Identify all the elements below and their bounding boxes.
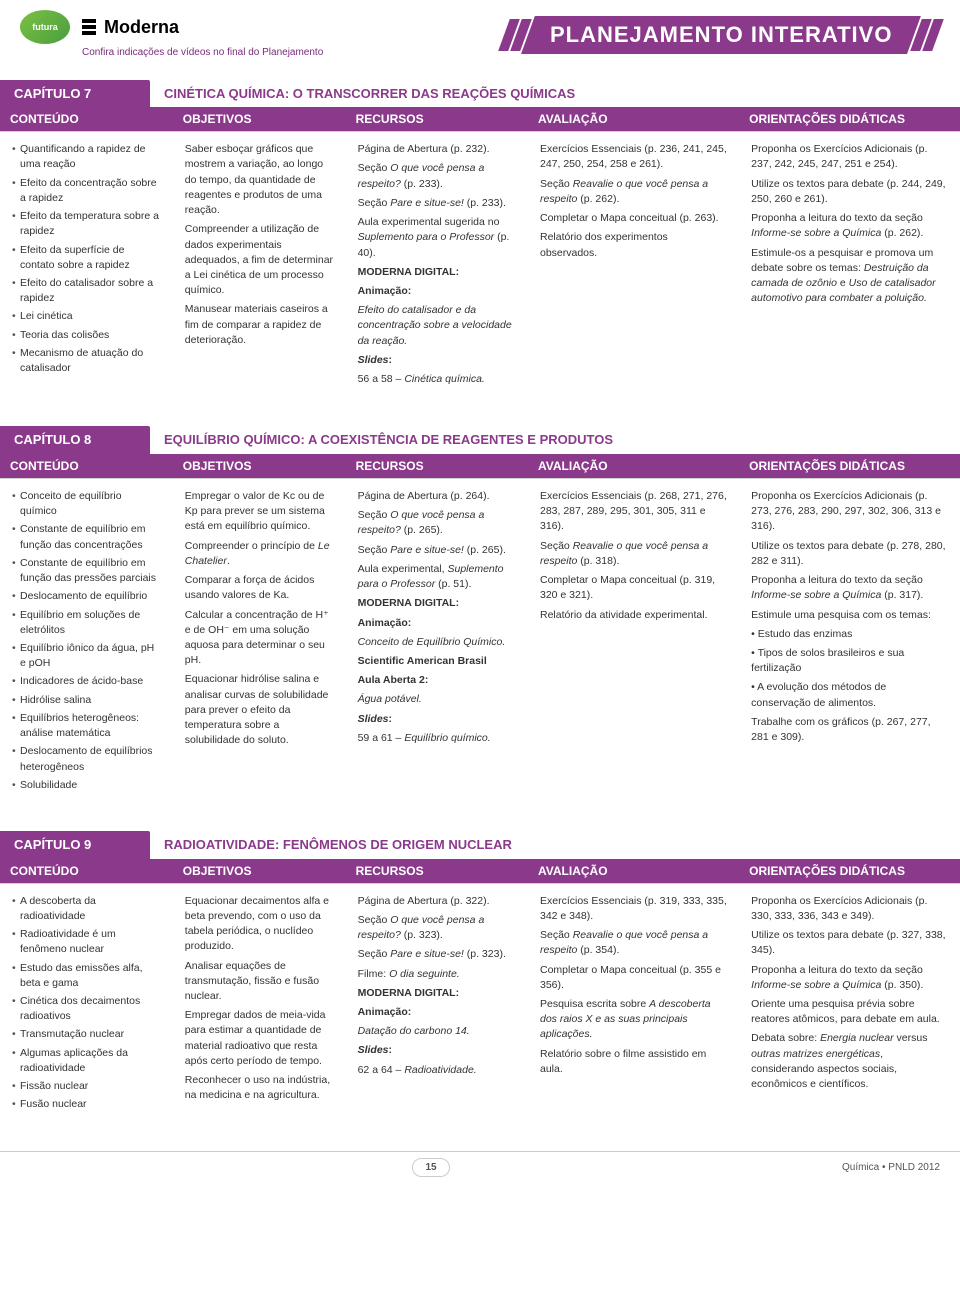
content-row: Quantificando a rapidez de uma reaçãoEfe… [0,131,960,401]
column-header: RECURSOS [346,454,528,478]
column-header: ORIENTAÇÕES DIDÁTICAS [739,859,960,883]
brand-group: futura Moderna Confira indicações de víd… [20,10,504,60]
page-number: 15 [412,1158,449,1178]
objetivos-cell: Empregar o valor de Kc ou de Kp para pre… [173,479,346,806]
banner: PLANEJAMENTO INTERATIVO [504,16,940,54]
moderna-label: Moderna [104,15,179,39]
column-header: AVALIAÇÃO [528,859,739,883]
conteudo-cell: Conceito de equilíbrio químicoConstante … [0,479,173,806]
futura-logo: futura [20,10,70,44]
chapter-title: CINÉTICA QUÍMICA: O TRANSCORRER DAS REAÇ… [150,80,960,108]
column-header: RECURSOS [346,107,528,131]
column-header: CONTEÚDO [0,859,173,883]
footer-right-text: Química • PNLD 2012 [842,1161,940,1175]
chapter-label: CAPÍTULO 9 [0,831,150,859]
column-header: ORIENTAÇÕES DIDÁTICAS [739,107,960,131]
orientacoes-cell: Proponha os Exercícios Adicionais (p. 23… [739,132,960,401]
header-subtitle: Confira indicações de vídeos no final do… [82,46,504,60]
chapter-label: CAPÍTULO 7 [0,80,150,108]
column-header: AVALIAÇÃO [528,454,739,478]
objetivos-cell: Equacionar decaimentos alfa e beta preve… [173,884,346,1126]
recursos-cell: Página de Abertura (p. 232).Seção O que … [346,132,528,401]
column-headers: CONTEÚDOOBJETIVOSRECURSOSAVALIAÇÃOORIENT… [0,859,960,883]
page-header: futura Moderna Confira indicações de víd… [0,0,960,65]
avaliacao-cell: Exercícios Essenciais (p. 268, 271, 276,… [528,479,739,806]
conteudo-cell: Quantificando a rapidez de uma reaçãoEfe… [0,132,173,401]
column-header: CONTEÚDO [0,454,173,478]
chapter-title: EQUILÍBRIO QUÍMICO: A COEXISTÊNCIA DE RE… [150,426,960,454]
column-header: RECURSOS [346,859,528,883]
column-header: OBJETIVOS [173,859,346,883]
orientacoes-cell: Proponha os Exercícios Adicionais (p. 27… [739,479,960,806]
conteudo-cell: A descoberta da radioatividadeRadioativi… [0,884,173,1126]
column-header: CONTEÚDO [0,107,173,131]
objetivos-cell: Saber esboçar gráficos que mostrem a var… [173,132,346,401]
content-row: Conceito de equilíbrio químicoConstante … [0,478,960,806]
moderna-stripes-icon [82,19,96,35]
chapter-title: RADIOATIVIDADE: FENÔMENOS DE ORIGEM NUCL… [150,831,960,859]
recursos-cell: Página de Abertura (p. 264).Seção O que … [346,479,528,806]
orientacoes-cell: Proponha os Exercícios Adicionais (p. 33… [739,884,960,1126]
chapter-block: CAPÍTULO 7 CINÉTICA QUÍMICA: O TRANSCORR… [0,80,960,402]
content-row: A descoberta da radioatividadeRadioativi… [0,883,960,1126]
column-headers: CONTEÚDOOBJETIVOSRECURSOSAVALIAÇÃOORIENT… [0,454,960,478]
avaliacao-cell: Exercícios Essenciais (p. 236, 241, 245,… [528,132,739,401]
chapter-block: CAPÍTULO 8 EQUILÍBRIO QUÍMICO: A COEXIST… [0,426,960,806]
recursos-cell: Página de Abertura (p. 322).Seção O que … [346,884,528,1126]
column-headers: CONTEÚDOOBJETIVOSRECURSOSAVALIAÇÃOORIENT… [0,107,960,131]
avaliacao-cell: Exercícios Essenciais (p. 319, 333, 335,… [528,884,739,1126]
chapter-label: CAPÍTULO 8 [0,426,150,454]
column-header: OBJETIVOS [173,107,346,131]
column-header: ORIENTAÇÕES DIDÁTICAS [739,454,960,478]
footer: 15 Química • PNLD 2012 [0,1151,960,1184]
column-header: AVALIAÇÃO [528,107,739,131]
chapter-block: CAPÍTULO 9 RADIOATIVIDADE: FENÔMENOS DE … [0,831,960,1126]
column-header: OBJETIVOS [173,454,346,478]
moderna-logo: Moderna [82,15,179,39]
